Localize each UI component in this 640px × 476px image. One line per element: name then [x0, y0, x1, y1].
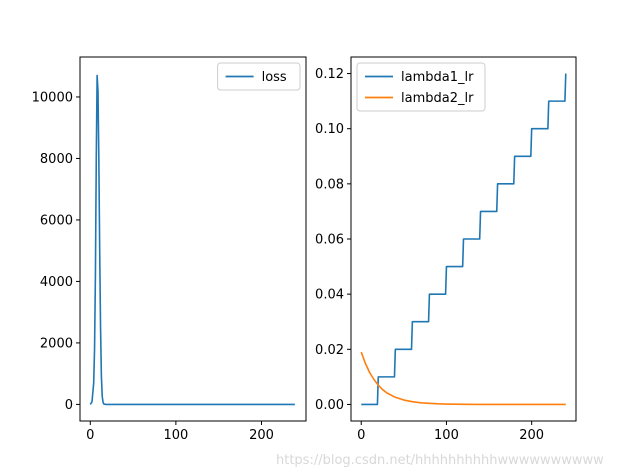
legend-label-loss: loss	[262, 70, 287, 85]
loss-plot-x-tick-label: 100	[163, 428, 188, 443]
lr-plot-y-tick-label: 0.02	[315, 343, 344, 358]
lr-plot-y-tick-label: 0.00	[315, 398, 344, 413]
lr-plot-x-tick-label: 100	[434, 428, 459, 443]
legend-label-lambda2-lr: lambda2_lr	[401, 91, 474, 106]
loss-plot-legend: loss	[217, 62, 301, 91]
loss-plot: 0 100 200 0 2000 4000 6000 8000 10000 loss	[32, 56, 307, 443]
lr-plot-series	[360, 73, 567, 406]
loss-plot-legend-box	[217, 62, 301, 91]
lr-plot-y-tick-label: 0.06	[315, 233, 344, 248]
lr-plot-x-tick-label: 200	[519, 428, 544, 443]
lr-plot-x-ticks: 0 100 200	[357, 421, 544, 443]
loss-plot-x-tick-label: 200	[249, 428, 274, 443]
series-line-lambda2-lr	[360, 351, 566, 406]
lr-plot-y-tick-label: 0.10	[315, 122, 344, 137]
loss-plot-y-tick-label: 8000	[40, 152, 73, 167]
series-line-loss	[89, 74, 295, 406]
lr-plot-y-tick-label: 0.04	[315, 288, 344, 303]
lr-plot-y-tick-label: 0.08	[315, 177, 344, 192]
loss-plot-y-ticks: 0 2000 4000 6000 8000 10000	[32, 90, 80, 413]
series-line-lambda1-lr	[361, 73, 567, 406]
loss-plot-y-tick-label: 6000	[40, 213, 73, 228]
loss-plot-x-ticks: 0 100 200	[86, 421, 274, 443]
lr-plot-legend: lambda1_lr lambda2_lr	[356, 62, 486, 112]
watermark: https://blog.csdn.net/hhhhhhhhhhwwwwwwww…	[276, 453, 604, 468]
loss-plot-y-tick-label: 0	[65, 398, 73, 413]
lr-plot-x-tick-label: 0	[357, 428, 365, 443]
loss-plot-series	[89, 74, 295, 406]
loss-plot-y-tick-label: 10000	[32, 90, 73, 105]
lr-plot-y-ticks: 0.00 0.02 0.04 0.06 0.08 0.10 0.12	[315, 67, 351, 413]
loss-plot-frame	[79, 56, 307, 422]
lr-plot-y-tick-label: 0.12	[315, 67, 344, 82]
lr-plot-legend-box	[356, 62, 486, 112]
loss-plot-y-tick-label: 2000	[40, 336, 73, 351]
lr-plot: 0 100 200 0.00 0.02 0.04 0.06 0.08 0.10 0.12 lam…	[315, 56, 577, 443]
loss-plot-y-tick-label: 4000	[40, 275, 73, 290]
loss-plot-x-tick-label: 0	[86, 428, 94, 443]
legend-label-lambda1-lr: lambda1_lr	[401, 70, 474, 85]
